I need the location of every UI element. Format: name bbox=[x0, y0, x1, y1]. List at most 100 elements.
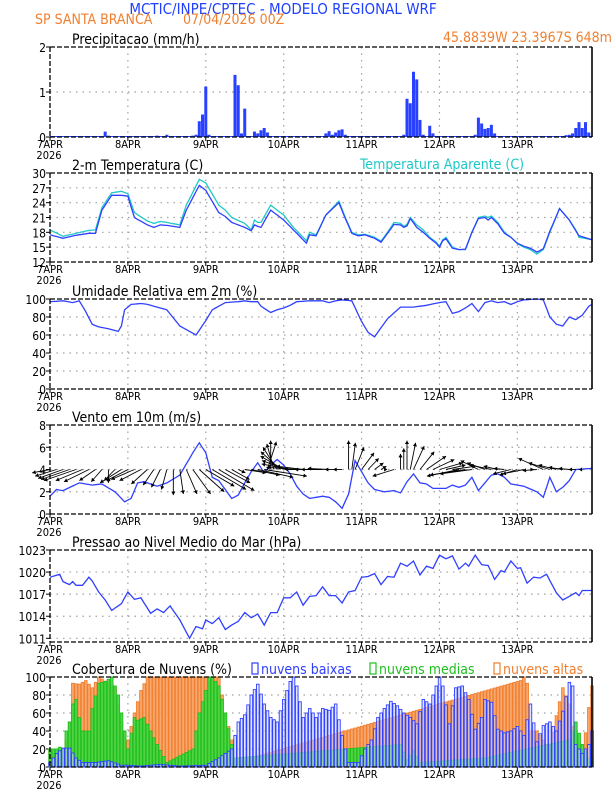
panel-title: Cobertura de Nuvens (%) bbox=[72, 662, 232, 678]
cloud-bar-blue bbox=[210, 761, 215, 768]
cloud-bar-blue bbox=[395, 705, 400, 768]
cloud-bar-blue bbox=[265, 710, 270, 768]
wind-arrow-head bbox=[268, 440, 273, 445]
x-tick-label: 11APR bbox=[345, 643, 377, 656]
x-tick-label: 10APR bbox=[268, 390, 300, 403]
precip-bar bbox=[262, 128, 266, 137]
precip-bar bbox=[489, 124, 493, 137]
cloud-bar-blue bbox=[350, 762, 354, 768]
cloud-bar-blue bbox=[531, 722, 536, 768]
x-tick-year: 2026 bbox=[36, 779, 61, 792]
cloud-bar-green bbox=[74, 699, 78, 768]
cloud-bar-green bbox=[100, 681, 104, 768]
cloud-bar-blue bbox=[561, 710, 565, 768]
x-tick-label: 7APR bbox=[37, 263, 63, 276]
cloud-bar-green bbox=[148, 730, 153, 768]
cloud-bar-green bbox=[97, 682, 101, 768]
cloud-bar-blue bbox=[499, 730, 503, 768]
wind-arrow bbox=[55, 469, 83, 482]
wind-arrow bbox=[131, 469, 148, 485]
precip-bar bbox=[197, 121, 201, 137]
run-time-label: 07/04/2026 00Z bbox=[183, 12, 285, 28]
cloud-bar-blue bbox=[515, 726, 520, 768]
x-tick-label: 13APR bbox=[501, 263, 533, 276]
wind-arrow-head bbox=[242, 486, 247, 490]
wind-arrow-head bbox=[352, 442, 357, 447]
cloud-bar-blue bbox=[307, 708, 312, 768]
wind-arrow-head bbox=[43, 477, 48, 482]
cloud-bar-green bbox=[126, 748, 130, 768]
cloud-bar-blue bbox=[587, 744, 591, 768]
legend-swatch-green bbox=[369, 662, 377, 675]
cloud-bar-blue bbox=[226, 750, 231, 768]
cloud-bar-blue bbox=[544, 723, 549, 768]
cloud-bar-orange bbox=[161, 676, 166, 768]
y-tick-label: 15 bbox=[32, 241, 46, 255]
precip-bar bbox=[337, 130, 341, 137]
wind-arrow-head bbox=[360, 447, 365, 452]
precip-bar bbox=[431, 133, 435, 137]
wind-arrow-head bbox=[193, 490, 198, 494]
cloud-bar-blue bbox=[535, 741, 539, 768]
y-tick-label: 80 bbox=[32, 689, 46, 703]
x-tick-label: 7APR bbox=[37, 515, 63, 528]
cloud-bar-blue bbox=[486, 700, 490, 768]
y-tick-label: 100 bbox=[25, 293, 46, 307]
precip-bar bbox=[256, 133, 260, 137]
wind-arrow-head bbox=[467, 462, 472, 466]
cloud-bar-blue bbox=[239, 717, 244, 768]
wind-arrow-head bbox=[518, 457, 523, 462]
cloud-bar-blue bbox=[230, 748, 234, 768]
precip-bar bbox=[239, 133, 243, 137]
wind-arrow bbox=[528, 462, 550, 470]
coords-label: 45.8839W 23.3967S 648m bbox=[443, 30, 612, 46]
panel-rh: Umidade Relativa em 2m (%) 0 20 40 60 80 100 7A… bbox=[25, 284, 593, 414]
main-title: MCTIC/INPE/CPTEC - MODELO REGIONAL WRF bbox=[129, 0, 436, 18]
cloud-bar-blue bbox=[551, 726, 555, 768]
precip-bar bbox=[402, 134, 406, 137]
precip-bar bbox=[584, 122, 588, 137]
wind-arrow bbox=[502, 469, 524, 475]
cloud-bar-blue bbox=[431, 694, 435, 768]
series-line-blue bbox=[49, 441, 593, 510]
wind-arrow-head bbox=[38, 475, 42, 480]
x-tick-label: 11APR bbox=[345, 768, 377, 781]
wind-arrow-head bbox=[324, 467, 329, 472]
cloud-bar-green bbox=[122, 730, 127, 768]
wind-arrow-head bbox=[261, 462, 266, 467]
y-tick-label: 1 bbox=[39, 86, 46, 100]
cloud-bar-orange bbox=[168, 676, 172, 768]
panel-title: Vento em 10m (m/s) bbox=[72, 410, 201, 426]
cloud-bar-blue bbox=[301, 717, 305, 768]
x-tick-label: 12APR bbox=[423, 138, 455, 151]
cloud-bar-blue bbox=[252, 689, 257, 768]
wind-arrow-head bbox=[241, 469, 246, 474]
cloud-bar-blue bbox=[343, 748, 348, 768]
cloud-bar-blue bbox=[473, 728, 478, 768]
wind-arrow-head bbox=[374, 458, 379, 463]
wind-arrow-head bbox=[460, 460, 465, 464]
y-tick-label: 1017 bbox=[19, 588, 46, 602]
y-tick-label: 8 bbox=[39, 419, 46, 433]
cloud-bar-green bbox=[119, 712, 124, 768]
wind-arrow-head bbox=[528, 461, 533, 466]
wind-arrow-head bbox=[250, 487, 255, 491]
y-tick-label: 12 bbox=[32, 256, 46, 270]
cloud-bar-green bbox=[152, 737, 156, 768]
wind-arrow-head bbox=[558, 466, 563, 471]
cloud-bar-blue bbox=[447, 723, 452, 768]
cloud-bar-blue bbox=[518, 730, 523, 768]
precip-bar bbox=[327, 131, 331, 137]
x-tick-label: 13APR bbox=[501, 515, 533, 528]
wind-arrow bbox=[198, 469, 225, 493]
wind-arrow-head bbox=[568, 467, 573, 472]
cloud-bar-blue bbox=[366, 744, 370, 768]
cloud-bar-green bbox=[84, 730, 88, 768]
wind-arrow bbox=[37, 469, 64, 479]
x-tick-label: 9APR bbox=[193, 515, 219, 528]
wind-arrow bbox=[354, 447, 365, 470]
precip-bar bbox=[103, 131, 107, 137]
wind-arrow bbox=[267, 441, 277, 470]
precip-bar bbox=[473, 134, 477, 137]
wind-arrow bbox=[351, 442, 356, 470]
